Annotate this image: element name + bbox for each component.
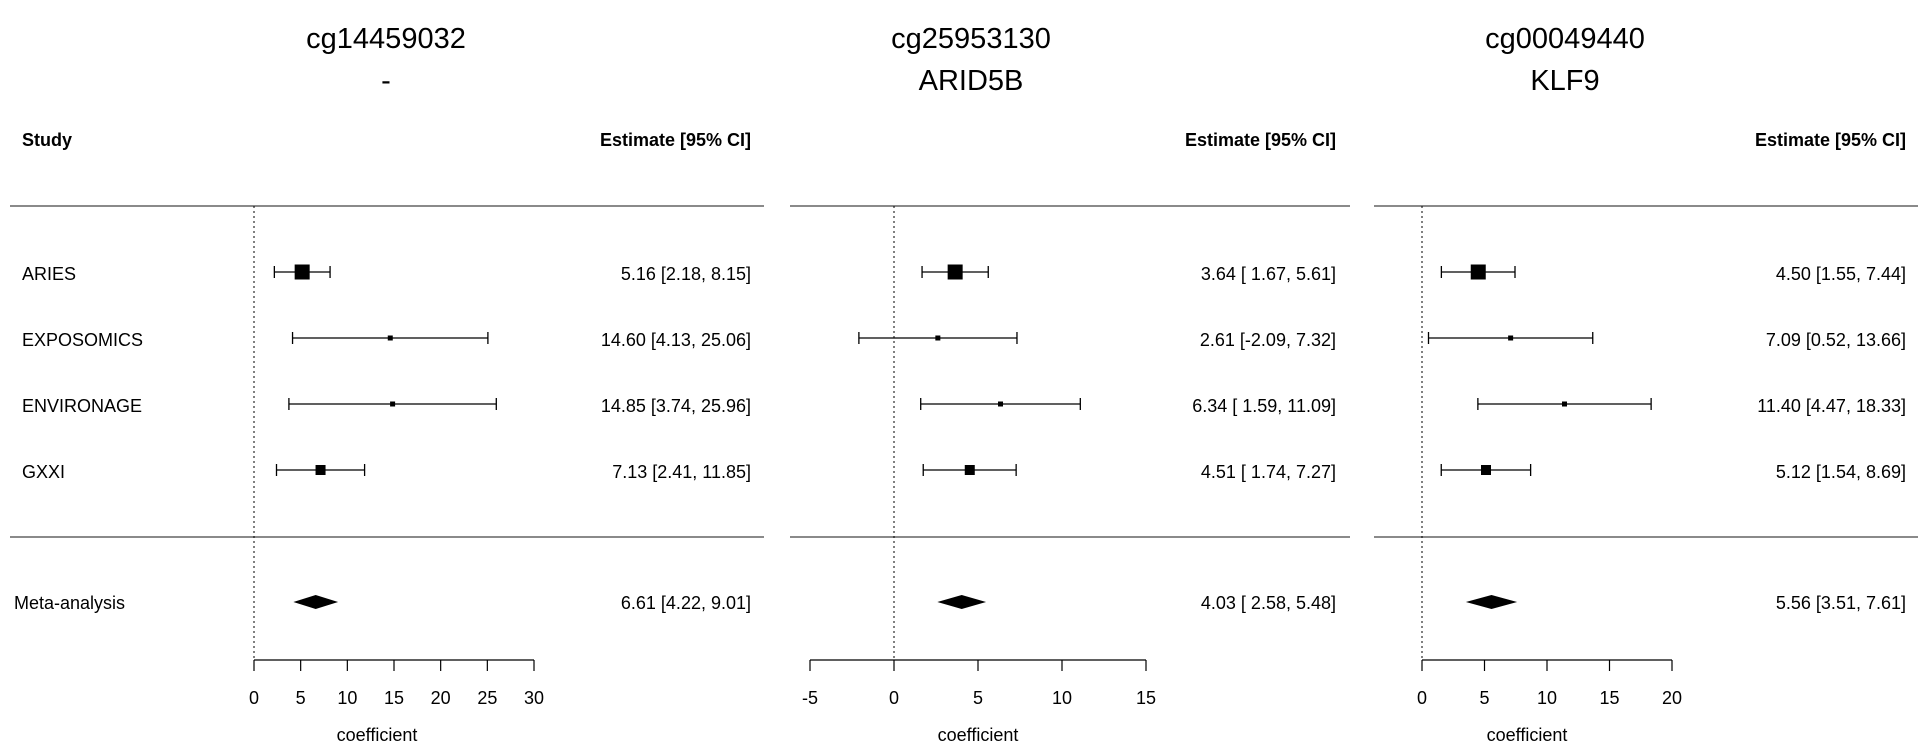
point-estimate-aries [1470, 264, 1486, 280]
x-tick-label: 20 [1662, 688, 1682, 708]
x-tick-label: 10 [337, 688, 357, 708]
estimate-label-gxxi: 4.51 [ 1.74, 7.27] [1201, 462, 1336, 482]
point-estimate-gxxi [964, 465, 975, 475]
panel-gene-label: KLF9 [1530, 65, 1599, 97]
x-tick-label: 30 [524, 688, 544, 708]
x-tick-label: 0 [1417, 688, 1427, 708]
estimate-label-environage: 11.40 [4.47, 18.33] [1757, 396, 1906, 416]
study-label-exposomics: EXPOSOMICS [22, 330, 143, 350]
x-tick-label: 5 [296, 688, 306, 708]
x-tick-label: 15 [1136, 688, 1156, 708]
x-tick-label: 0 [889, 688, 899, 708]
estimate-label-environage: 6.34 [ 1.59, 11.09] [1192, 396, 1336, 416]
panel-cg25953130: cg25953130 ARID5B Estimate [95% CI] 3.64… [790, 23, 1350, 745]
meta-analysis-diamond [937, 595, 987, 609]
x-tick-label: -5 [802, 688, 818, 708]
meta-analysis-label: Meta-analysis [14, 593, 125, 613]
panel-cg00049440: cg00049440 KLF9 Estimate [95% CI] 4.50 [… [1374, 23, 1918, 745]
point-estimate-environage [1562, 401, 1567, 407]
estimate-label-meta: 6.61 [4.22, 9.01] [621, 593, 751, 613]
point-estimate-aries [947, 264, 963, 280]
study-label-environage: ENVIRONAGE [22, 396, 142, 416]
x-tick-label: 20 [431, 688, 451, 708]
x-tick-label: 10 [1537, 688, 1557, 708]
estimate-label-aries: 5.16 [2.18, 8.15] [621, 264, 751, 284]
x-tick-label: 5 [1479, 688, 1489, 708]
point-estimate-environage [998, 401, 1004, 407]
meta-analysis-diamond [1465, 595, 1518, 609]
panel-title: cg00049440 [1485, 23, 1645, 55]
panel-title: cg14459032 [306, 23, 466, 55]
x-tick-label: 5 [973, 688, 983, 708]
panel-title: cg25953130 [891, 23, 1051, 55]
panel-gene-label: ARID5B [919, 65, 1024, 97]
estimate-column-header: Estimate [95% CI] [1185, 130, 1336, 150]
estimate-label-gxxi: 5.12 [1.54, 8.69] [1776, 462, 1906, 482]
estimate-label-exposomics: 14.60 [4.13, 25.06] [601, 330, 751, 350]
point-estimate-gxxi [315, 465, 326, 475]
estimate-label-aries: 4.50 [1.55, 7.44] [1776, 264, 1906, 284]
plot-area: 0 5 10 15 20 [1417, 206, 1682, 708]
x-axis-label: coefficient [938, 725, 1019, 745]
point-estimate-environage [390, 401, 396, 407]
x-axis-label: coefficient [1487, 725, 1568, 745]
x-tick-label: 10 [1052, 688, 1072, 708]
point-estimate-gxxi [1481, 465, 1491, 475]
point-estimate-exposomics [387, 335, 393, 341]
panel-cg14459032: cg14459032 - Study Estimate [95% CI] ARI… [10, 23, 764, 745]
x-axis-label: coefficient [337, 725, 418, 745]
estimate-label-meta: 4.03 [ 2.58, 5.48] [1201, 593, 1336, 613]
point-estimate-exposomics [935, 335, 941, 341]
point-estimate-exposomics [1508, 335, 1514, 341]
estimate-label-meta: 5.56 [3.51, 7.61] [1776, 593, 1906, 613]
x-tick-label: 15 [1599, 688, 1619, 708]
estimate-label-exposomics: 7.09 [0.52, 13.66] [1766, 330, 1906, 350]
x-tick-label: 15 [384, 688, 404, 708]
estimate-column-header: Estimate [95% CI] [1755, 130, 1906, 150]
x-tick-label: 0 [249, 688, 259, 708]
estimate-label-aries: 3.64 [ 1.67, 5.61] [1201, 264, 1336, 284]
panel-gene-label: - [381, 65, 391, 97]
estimate-label-environage: 14.85 [3.74, 25.96] [601, 396, 751, 416]
x-tick-label: 25 [477, 688, 497, 708]
estimate-label-exposomics: 2.61 [-2.09, 7.32] [1200, 330, 1336, 350]
point-estimate-aries [294, 264, 310, 280]
study-label-aries: ARIES [22, 264, 76, 284]
study-column-header: Study [22, 130, 72, 150]
plot-area: 0 5 10 15 20 25 30 [249, 206, 544, 708]
estimate-label-gxxi: 7.13 [2.41, 11.85] [612, 462, 751, 482]
meta-analysis-diamond [293, 595, 339, 609]
study-label-gxxi: GXXI [22, 462, 65, 482]
estimate-column-header: Estimate [95% CI] [600, 130, 751, 150]
plot-area: -5 0 5 10 15 [802, 206, 1156, 708]
